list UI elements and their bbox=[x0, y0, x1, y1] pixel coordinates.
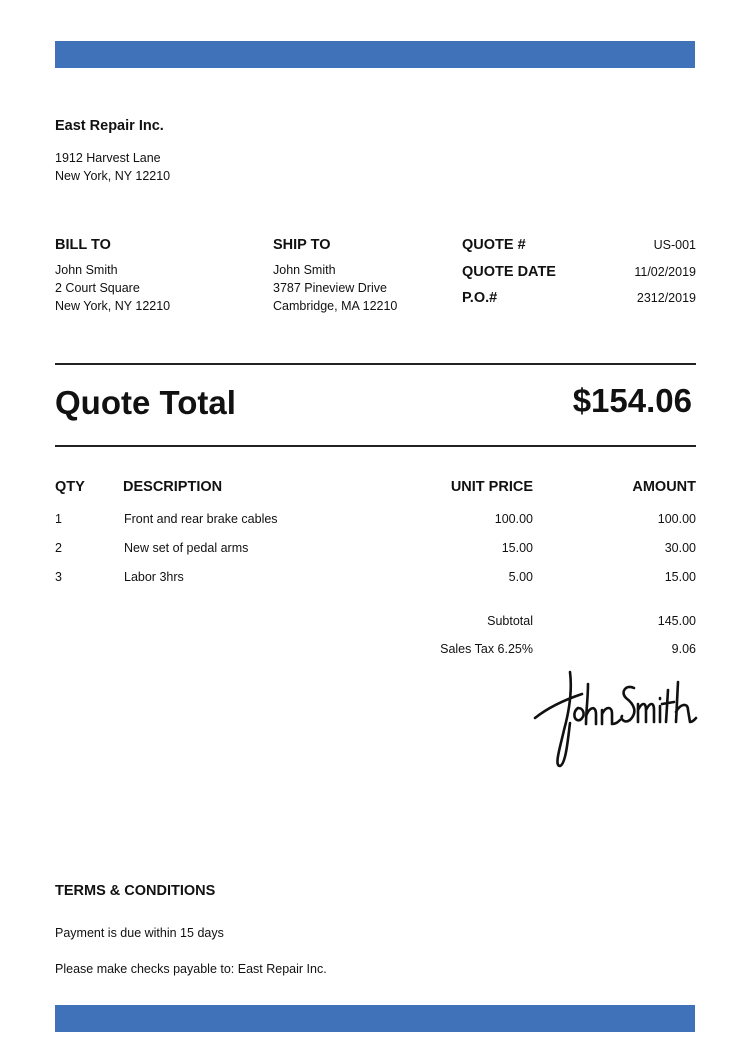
bill-to-line2: New York, NY 12210 bbox=[55, 299, 171, 313]
row-qty: 3 bbox=[55, 570, 62, 584]
company-address-line1: 1912 Harvest Lane bbox=[55, 151, 161, 165]
ship-to-name: John Smith bbox=[273, 263, 336, 277]
col-header-description: DESCRIPTION bbox=[123, 479, 223, 495]
col-header-unit-price: UNIT PRICE bbox=[450, 479, 533, 495]
row-description: New set of pedal arms bbox=[124, 541, 249, 555]
quote-number-value: US-001 bbox=[653, 238, 696, 252]
bill-to-line1: 2 Court Square bbox=[55, 281, 140, 295]
company-name: East Repair Inc. bbox=[55, 118, 164, 134]
quote-date-label: QUOTE DATE bbox=[462, 264, 556, 280]
terms-heading: TERMS & CONDITIONS bbox=[55, 883, 216, 899]
po-number-label: P.O.# bbox=[462, 290, 498, 306]
bill-to-heading: BILL TO bbox=[55, 237, 111, 253]
terms-line2: Please make checks payable to: East Repa… bbox=[55, 962, 327, 976]
signature-image bbox=[533, 670, 698, 768]
subtotal-label: Subtotal bbox=[487, 614, 533, 628]
row-unit-price: 100.00 bbox=[494, 512, 533, 526]
row-qty: 1 bbox=[55, 512, 62, 526]
terms-line1: Payment is due within 15 days bbox=[55, 926, 224, 940]
sales-tax-label: Sales Tax 6.25% bbox=[440, 642, 533, 656]
subtotal-value: 145.00 bbox=[657, 614, 696, 628]
quote-total-label: Quote Total bbox=[55, 384, 236, 421]
row-qty: 2 bbox=[55, 541, 62, 555]
ship-to-heading: SHIP TO bbox=[273, 237, 331, 253]
row-unit-price: 15.00 bbox=[501, 541, 533, 555]
top-accent-bar bbox=[55, 41, 695, 68]
quote-total-value: $154.06 bbox=[572, 382, 692, 419]
row-amount: 15.00 bbox=[664, 570, 696, 584]
ship-to-line2: Cambridge, MA 12210 bbox=[273, 299, 398, 313]
sales-tax-value: 9.06 bbox=[671, 642, 696, 656]
bottom-accent-bar bbox=[55, 1005, 695, 1032]
row-description: Labor 3hrs bbox=[124, 570, 184, 584]
divider-top bbox=[55, 363, 696, 365]
bill-to-name: John Smith bbox=[55, 263, 118, 277]
quote-date-value: 11/02/2019 bbox=[634, 265, 696, 279]
row-description: Front and rear brake cables bbox=[124, 512, 278, 526]
quote-number-label: QUOTE # bbox=[462, 237, 526, 253]
col-header-qty: QTY bbox=[55, 479, 85, 495]
row-amount: 30.00 bbox=[664, 541, 696, 555]
divider-bottom bbox=[55, 445, 696, 447]
col-header-amount: AMOUNT bbox=[632, 479, 696, 495]
ship-to-line1: 3787 Pineview Drive bbox=[273, 281, 387, 295]
po-number-value: 2312/2019 bbox=[636, 291, 696, 305]
row-amount: 100.00 bbox=[657, 512, 696, 526]
row-unit-price: 5.00 bbox=[508, 570, 533, 584]
company-address-line2: New York, NY 12210 bbox=[55, 169, 171, 183]
